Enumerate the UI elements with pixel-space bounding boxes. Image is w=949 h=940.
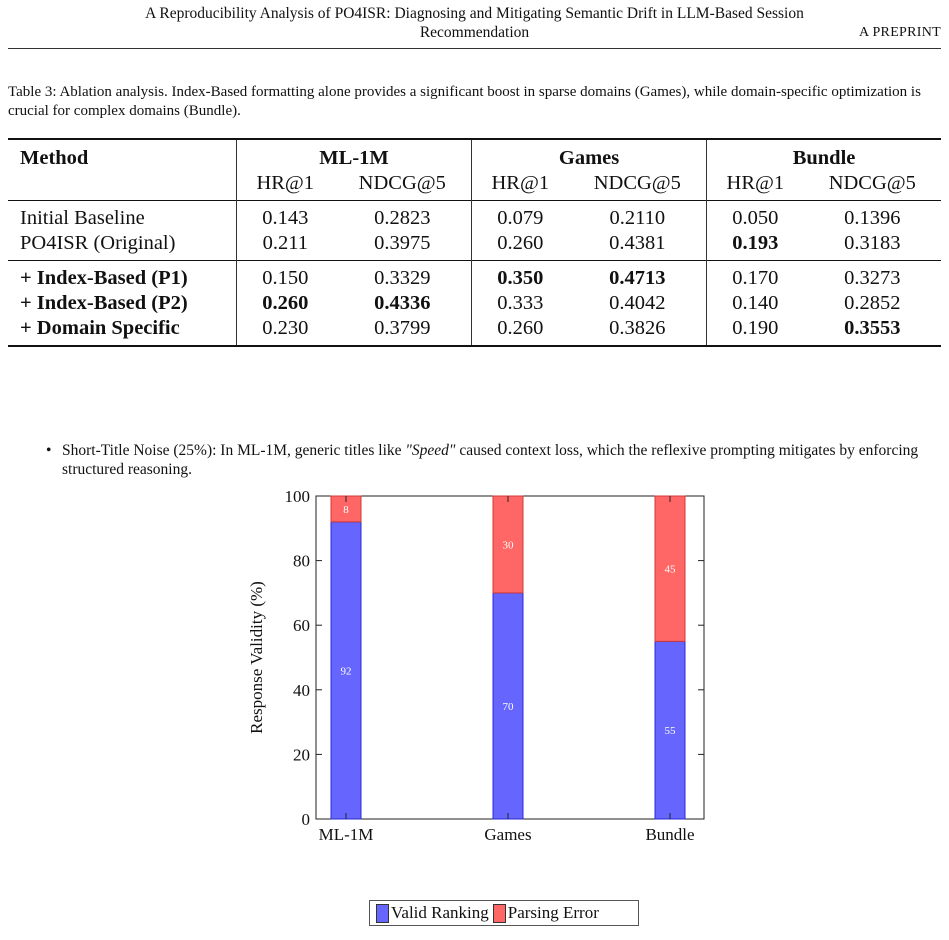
table-cell: 0.260 xyxy=(471,316,569,347)
table-cell: 0.230 xyxy=(236,316,334,347)
table-row: PO4ISR (Original) 0.211 0.3975 0.260 0.4… xyxy=(8,231,941,261)
chart-legend: Valid Ranking Parsing Error xyxy=(369,900,639,926)
bar-valid-ranking xyxy=(492,592,524,820)
table-row: + Index-Based (P2) 0.260 0.4336 0.333 0.… xyxy=(8,291,941,316)
row-method: + Index-Based (P1) xyxy=(8,260,237,291)
table-cell: 0.2110 xyxy=(568,200,708,231)
table-cell-best: 0.350 xyxy=(471,260,569,291)
running-header: A Reproducibility Analysis of PO4ISR: Di… xyxy=(8,4,941,42)
y-tick-label: 80 xyxy=(293,552,310,571)
table-cell: 0.3975 xyxy=(333,231,473,261)
table-cell: 0.150 xyxy=(236,260,334,291)
bullet-quote: "Speed" xyxy=(405,442,456,459)
bullet-dot: • xyxy=(46,442,52,459)
header-title-line1: A Reproducibility Analysis of PO4ISR: Di… xyxy=(145,5,804,22)
table-cell: 0.3273 xyxy=(803,260,941,291)
data-label-valid: 55 xyxy=(665,725,677,737)
header-title-line2: Recommendation xyxy=(419,24,530,41)
table-cell: 0.211 xyxy=(262,232,308,254)
y-tick-label: 40 xyxy=(293,681,310,700)
bar-parsing-error xyxy=(654,495,686,642)
legend-label-valid: Valid Ranking xyxy=(391,903,489,922)
table-cell-best: 0.260 xyxy=(262,292,309,314)
subheader: HR@1 xyxy=(491,172,550,194)
legend-label-error: Parsing Error xyxy=(507,903,599,922)
subheader: NDCG@5 xyxy=(568,171,708,201)
bar-parsing-error xyxy=(492,495,524,594)
table-cell: 0.190 xyxy=(706,316,804,347)
x-tick-label: Bundle xyxy=(645,825,694,844)
table-cell: 0.260 xyxy=(497,232,544,254)
data-label-error: 8 xyxy=(343,504,349,516)
bar-parsing-error xyxy=(330,495,362,523)
table-cell: 0.4381 xyxy=(568,231,708,261)
table-row: Initial Baseline 0.143 0.2823 0.079 0.21… xyxy=(8,200,941,231)
table-row: + Index-Based (P1) 0.150 0.3329 0.350 0.… xyxy=(8,260,941,291)
subheader: NDCG@5 xyxy=(333,171,473,201)
x-tick-label: Games xyxy=(484,825,531,844)
row-method: + Domain Specific xyxy=(8,316,237,347)
y-axis-label: Response Validity (%) xyxy=(247,581,266,734)
table-cell: 0.3826 xyxy=(568,316,708,347)
table-cell: 0.4042 xyxy=(568,291,708,316)
method-header: Method xyxy=(8,138,237,171)
table-cell: 0.079 xyxy=(471,200,569,231)
data-label-error: 30 xyxy=(503,539,515,551)
y-tick-label: 60 xyxy=(293,616,310,635)
y-tick-label: 100 xyxy=(285,487,311,506)
x-tick-label: ML-1M xyxy=(319,825,374,844)
legend-item-valid: Valid Ranking xyxy=(376,903,489,923)
table-cell: 0.140 xyxy=(732,292,779,314)
table-cell: 0.170 xyxy=(706,260,804,291)
empty-cell xyxy=(8,171,237,201)
table-cell-best: 0.4713 xyxy=(568,260,708,291)
header-rule xyxy=(8,48,941,49)
table-cell: 0.2823 xyxy=(333,200,473,231)
table-row: + Domain Specific 0.230 0.3799 0.260 0.3… xyxy=(8,316,941,347)
table-cell: 0.143 xyxy=(236,200,334,231)
stacked-bar-chart: 0 20 40 60 80 100 Response Validity (%) 92 8 ML-1… xyxy=(247,487,705,844)
table-cell-best: 0.4336 xyxy=(333,291,473,316)
table-cell: 0.3329 xyxy=(333,260,473,291)
subheader: NDCG@5 xyxy=(828,172,916,194)
table-cell: 0.333 xyxy=(497,292,544,314)
table-cell: 0.3799 xyxy=(333,316,473,347)
ablation-table: Method ML-1M Games Bundle HR@1 NDCG@5 HR… xyxy=(8,138,941,347)
table-cell: 0.050 xyxy=(706,200,804,231)
subheader: HR@1 xyxy=(726,172,785,194)
table-caption: Table 3: Ablation analysis. Index-Based … xyxy=(8,84,921,119)
legend-item-error: Parsing Error xyxy=(492,903,599,923)
legend-swatch-error xyxy=(492,903,506,923)
table-cell: 0.3183 xyxy=(844,232,901,254)
row-method: Initial Baseline xyxy=(8,200,237,231)
row-method: + Index-Based (P2) xyxy=(8,291,237,316)
y-tick-label: 0 xyxy=(302,810,311,829)
row-method: PO4ISR (Original) xyxy=(8,231,237,261)
bullet-rest: caused context loss, which the reflexive… xyxy=(62,442,919,478)
table-cell: 0.2852 xyxy=(844,292,901,314)
y-tick-label: 20 xyxy=(293,745,310,764)
group-header-bundle: Bundle xyxy=(706,138,941,171)
preprint-label: A PREPRINT xyxy=(859,25,941,40)
subheader: HR@1 xyxy=(256,172,315,194)
data-label-valid: 70 xyxy=(503,701,515,713)
table-cell: 0.1396 xyxy=(803,200,941,231)
table-cell-best: 0.193 xyxy=(732,232,779,254)
data-label-valid: 92 xyxy=(341,665,352,677)
table-cell-best: 0.3553 xyxy=(803,316,941,347)
group-header-ml1m: ML-1M xyxy=(236,138,473,171)
legend-swatch-valid xyxy=(376,903,389,923)
bullet-item: • Short-Title Noise (25%): In ML-1M, gen… xyxy=(46,441,942,479)
group-header-games: Games xyxy=(471,138,708,171)
bullet-lead: Short-Title Noise (25%): In ML-1M, gener… xyxy=(62,442,406,459)
data-label-error: 45 xyxy=(665,564,677,576)
